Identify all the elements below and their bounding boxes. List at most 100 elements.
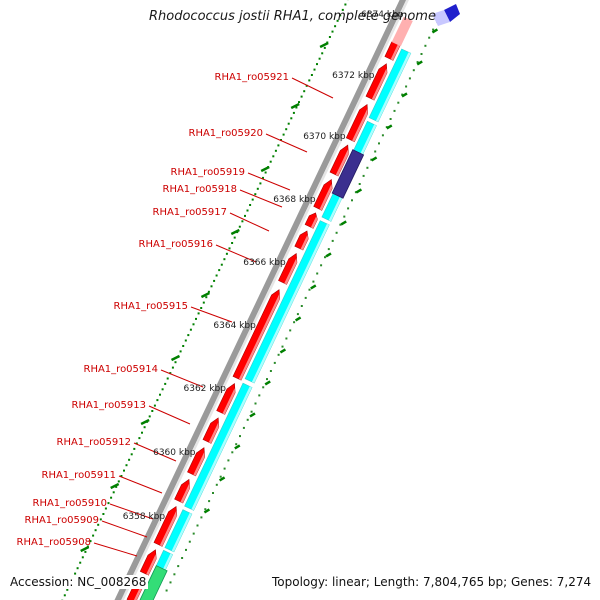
track-tick bbox=[370, 156, 378, 162]
gene-label-rha1-ro05908[interactable]: RHA1_ro05908 bbox=[17, 537, 92, 548]
gene-label-rha1-ro05915[interactable]: RHA1_ro05915 bbox=[114, 301, 189, 312]
scale-label: 6370 kbp bbox=[303, 132, 346, 142]
scale-dot bbox=[79, 561, 82, 564]
gene-leader-line bbox=[109, 503, 154, 520]
scale-dot bbox=[141, 431, 143, 434]
track-tick bbox=[401, 92, 408, 98]
track-tick bbox=[218, 476, 226, 482]
lower-gene-bevel bbox=[193, 452, 205, 476]
scale-dot bbox=[164, 382, 167, 385]
track-dot bbox=[173, 573, 176, 576]
track-dot bbox=[204, 508, 207, 511]
scale-dot bbox=[256, 187, 259, 190]
pale-gene[interactable] bbox=[391, 16, 413, 47]
gene-label-rha1-ro05918[interactable]: RHA1_ro05918 bbox=[163, 184, 238, 195]
scale-dot bbox=[213, 279, 216, 282]
gene-leader-line bbox=[101, 520, 148, 538]
genome-backbone bbox=[114, 0, 409, 600]
scale-dot bbox=[244, 214, 246, 217]
lower-gene-bevel bbox=[146, 554, 157, 576]
track-dot bbox=[432, 28, 435, 31]
track-tick bbox=[355, 188, 363, 194]
lower-gene-arrow[interactable] bbox=[139, 549, 157, 576]
track-dot bbox=[393, 109, 396, 112]
track-dot bbox=[296, 313, 299, 316]
track-dot bbox=[389, 118, 392, 120]
track-dot bbox=[401, 93, 404, 96]
gene-labels[interactable]: RHA1_ro05908 RHA1_ro05909 RHA1_ro05910 RHA1… bbox=[17, 72, 290, 548]
gene-label-rha1-ro05910[interactable]: RHA1_ro05910 bbox=[33, 498, 108, 509]
track-dot bbox=[374, 150, 377, 153]
scale-dot bbox=[246, 209, 249, 212]
lower-gene-bevel bbox=[300, 234, 309, 250]
scale-dot bbox=[303, 90, 306, 93]
scale-dot bbox=[128, 458, 131, 461]
lower-gene-arrow[interactable] bbox=[365, 63, 388, 101]
scale-dot bbox=[202, 301, 205, 304]
gene-label-rha1-ro05920[interactable]: RHA1_ro05920 bbox=[189, 128, 264, 139]
scale-dot bbox=[166, 377, 169, 380]
scale-dot bbox=[89, 540, 92, 543]
scale-dot bbox=[174, 361, 177, 364]
gene-label-rha1-ro05909[interactable]: RHA1_ro05909 bbox=[25, 515, 100, 526]
scale-dot bbox=[205, 296, 208, 299]
gene-label-rha1-ro05911[interactable]: RHA1_ro05911 bbox=[42, 470, 117, 481]
scale-dot bbox=[81, 556, 84, 559]
gene-label-rha1-ro05912[interactable]: RHA1_ro05912 bbox=[57, 437, 132, 448]
scale-dot bbox=[153, 404, 156, 407]
gene-leader-line bbox=[118, 475, 163, 494]
scale-dot bbox=[94, 529, 97, 532]
genome-summary-label: Topology: linear; Length: 7,804,765 bp; … bbox=[270, 575, 594, 589]
scale-dot bbox=[313, 68, 316, 71]
scale-dot bbox=[225, 252, 228, 255]
highlighted-gene[interactable] bbox=[331, 149, 365, 199]
track-dot bbox=[273, 361, 276, 364]
scale-dot bbox=[107, 502, 110, 505]
track-dot bbox=[250, 410, 253, 413]
label-leader-lines bbox=[93, 77, 334, 557]
gene-label-rha1-ro05919[interactable]: RHA1_ro05919 bbox=[171, 167, 246, 178]
gene-leader-line bbox=[229, 212, 270, 232]
scale-dot bbox=[233, 236, 236, 239]
scale-label: 6362 kbp bbox=[184, 384, 227, 394]
scale-dot bbox=[254, 193, 257, 196]
scale-dot bbox=[117, 480, 120, 483]
track-dot bbox=[428, 36, 431, 39]
track-tick bbox=[325, 252, 332, 258]
upper-gene-bevel bbox=[251, 223, 330, 383]
upper-gene-block[interactable] bbox=[244, 220, 330, 384]
track-dot bbox=[378, 142, 380, 145]
gene-label-rha1-ro05914[interactable]: RHA1_ro05914 bbox=[84, 364, 159, 375]
track-dot bbox=[408, 77, 411, 80]
scale-dot bbox=[192, 323, 195, 326]
scale-tick bbox=[170, 354, 181, 362]
track-dot bbox=[366, 166, 369, 169]
scale-dot bbox=[151, 410, 154, 412]
gene-label-rha1-ro05913[interactable]: RHA1_ro05913 bbox=[72, 400, 147, 411]
track-dot bbox=[262, 386, 265, 389]
lower-gene-arrow[interactable] bbox=[153, 505, 178, 547]
gene-leader-line bbox=[247, 172, 291, 191]
scale-dot bbox=[182, 345, 185, 347]
gene-label-rha1-ro05916[interactable]: RHA1_ro05916 bbox=[139, 239, 214, 250]
scale-dot bbox=[189, 328, 192, 331]
track-dot bbox=[254, 402, 257, 405]
scale-dot bbox=[197, 312, 200, 315]
gene-label-rha1-ro05917[interactable]: RHA1_ro05917 bbox=[153, 207, 228, 218]
scale-label: 6364 kbp bbox=[213, 321, 256, 331]
track-dot bbox=[358, 183, 361, 185]
gene-label-rha1-ro05921[interactable]: RHA1_ro05921 bbox=[215, 72, 290, 83]
track-dot bbox=[335, 231, 338, 234]
scale-tick bbox=[80, 545, 90, 553]
upper-gene-bevel bbox=[171, 512, 192, 552]
lower-gene-bevel bbox=[335, 149, 349, 176]
scale-dot bbox=[138, 437, 141, 440]
upper-gene-block[interactable] bbox=[164, 509, 193, 553]
scale-dot bbox=[99, 518, 102, 521]
scale-dot bbox=[331, 30, 334, 33]
green-gene[interactable] bbox=[136, 565, 168, 600]
scale-dot bbox=[344, 3, 347, 6]
scale-dot bbox=[341, 8, 344, 11]
